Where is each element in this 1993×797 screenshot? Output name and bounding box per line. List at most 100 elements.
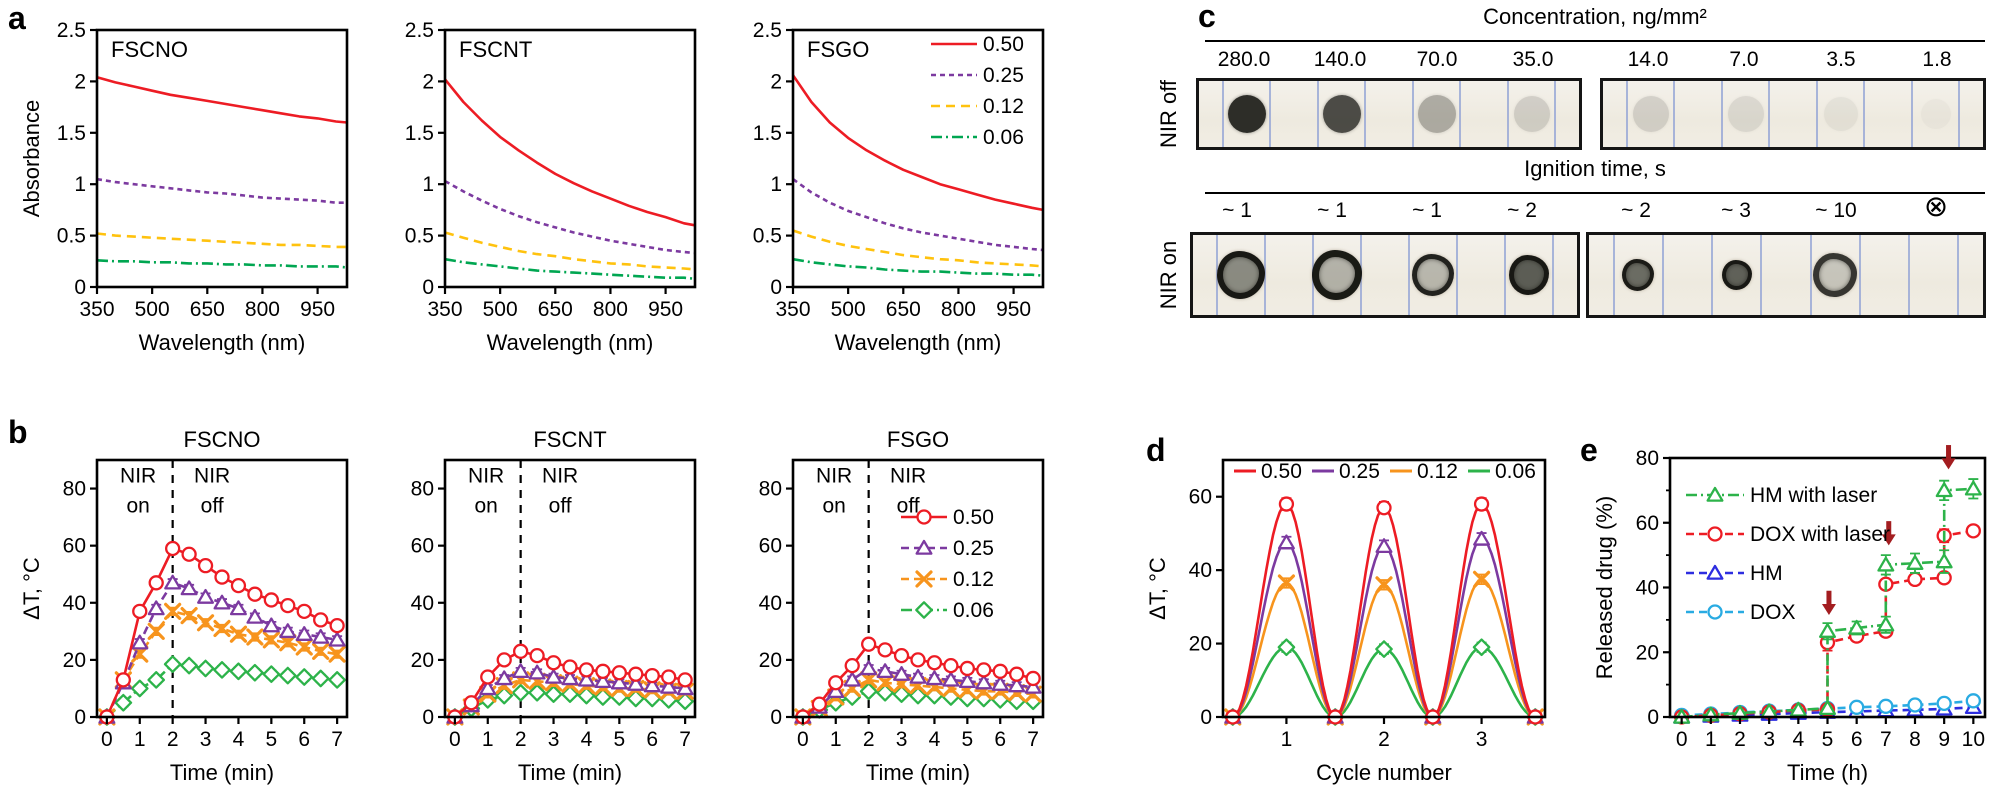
chart-a3: 350 500 650 800 950 0 0.5 1 1.5 2 2.5 Wavelength (n… (753, 19, 1045, 355)
ruled-line (1673, 81, 1676, 147)
svg-text:ΔT, °C: ΔT, °C (19, 557, 44, 620)
svg-text:80: 80 (759, 478, 782, 501)
svg-text:60: 60 (1636, 512, 1659, 535)
svg-text:6: 6 (1851, 728, 1863, 751)
burned-spot (1622, 259, 1655, 291)
svg-text:Wavelength (nm): Wavelength (nm) (487, 330, 654, 355)
svg-text:800: 800 (245, 298, 280, 321)
svg-text:FSGO: FSGO (807, 37, 869, 62)
sample-spot (1227, 95, 1266, 133)
svg-text:0: 0 (1676, 728, 1688, 751)
svg-text:5: 5 (961, 728, 973, 751)
ruled-line (1908, 235, 1911, 315)
svg-text:0: 0 (1647, 706, 1659, 729)
svg-text:0: 0 (1200, 706, 1212, 729)
ruled-line (1264, 235, 1266, 315)
ruled-line (1858, 235, 1861, 315)
svg-text:2: 2 (167, 728, 179, 751)
svg-text:2: 2 (74, 70, 86, 93)
ignition-header: Ignition time, s (1524, 156, 1666, 181)
svg-text:0.06: 0.06 (983, 126, 1024, 149)
svg-text:on: on (822, 495, 845, 518)
svg-text:8: 8 (1909, 728, 1921, 751)
svg-text:350: 350 (427, 298, 462, 321)
svg-text:0.06: 0.06 (1495, 460, 1536, 483)
svg-text:0: 0 (74, 276, 86, 299)
svg-text:5: 5 (1822, 728, 1834, 751)
svg-text:5: 5 (613, 728, 625, 751)
svg-text:0: 0 (770, 276, 782, 299)
no-ignition-icon: ⊗ (1923, 191, 1949, 223)
panel-c: c Concentration, ng/mm² 280.0 140.0 70.0… (1150, 0, 1993, 330)
svg-text:650: 650 (190, 298, 225, 321)
svg-text:0: 0 (449, 728, 461, 751)
burned-spot (1813, 253, 1858, 297)
svg-text:NIR: NIR (194, 465, 230, 488)
svg-text:7: 7 (331, 728, 343, 751)
svg-text:20: 20 (411, 649, 434, 672)
sample-spot (1322, 95, 1361, 133)
sample-spot (1417, 95, 1456, 133)
sample-spot (1921, 99, 1951, 129)
chart-d: 1 2 3 0 20 40 60 Cycle number ΔT, °C (1145, 458, 1547, 785)
ruled-line (1809, 235, 1812, 315)
nir-off-label: NIR off (1156, 79, 1181, 149)
ruled-line (1720, 81, 1723, 147)
svg-text:40: 40 (411, 592, 434, 615)
svg-text:1.5: 1.5 (57, 122, 86, 145)
svg-text:0.50: 0.50 (1261, 460, 1302, 483)
ruled-line (1612, 235, 1615, 315)
concentration-label: 3.5 (1826, 48, 1856, 71)
svg-text:1: 1 (74, 173, 86, 196)
ignition-time-label: ~ 2 (1507, 199, 1537, 222)
svg-text:0.25: 0.25 (953, 537, 994, 560)
svg-text:0.5: 0.5 (753, 225, 782, 248)
concentration-label: 7.0 (1729, 48, 1759, 71)
ruled-line (1957, 235, 1960, 315)
svg-text:0.25: 0.25 (983, 64, 1024, 87)
svg-text:6: 6 (298, 728, 310, 751)
svg-text:1: 1 (422, 173, 434, 196)
svg-text:5: 5 (265, 728, 277, 751)
svg-text:1.5: 1.5 (753, 122, 782, 145)
svg-text:2: 2 (863, 728, 875, 751)
ruled-line (1863, 81, 1866, 147)
svg-text:20: 20 (759, 649, 782, 672)
panel-label-b: b (8, 414, 28, 450)
svg-text:0.06: 0.06 (953, 599, 994, 622)
svg-text:2.5: 2.5 (753, 19, 782, 42)
svg-text:2.5: 2.5 (405, 19, 434, 42)
svg-text:0.5: 0.5 (405, 225, 434, 248)
panel-label-e: e (1580, 432, 1598, 468)
svg-text:800: 800 (593, 298, 628, 321)
svg-text:20: 20 (1636, 641, 1659, 664)
svg-text:60: 60 (63, 535, 86, 558)
ruled-line (1459, 81, 1462, 147)
svg-text:80: 80 (411, 478, 434, 501)
ruled-line (1625, 81, 1628, 147)
ruled-line (1316, 81, 1319, 147)
svg-text:1: 1 (770, 173, 782, 196)
svg-text:HM with laser: HM with laser (1750, 484, 1877, 507)
svg-text:2: 2 (1734, 728, 1746, 751)
svg-text:NIR: NIR (816, 465, 852, 488)
svg-text:Released drug (%): Released drug (%) (1592, 496, 1617, 679)
svg-text:0: 0 (101, 728, 113, 751)
ignition-underline (1205, 192, 1985, 194)
svg-text:Wavelength (nm): Wavelength (nm) (139, 330, 306, 355)
svg-text:350: 350 (775, 298, 810, 321)
svg-text:off: off (201, 495, 224, 518)
svg-text:6: 6 (646, 728, 658, 751)
ruled-line (1456, 235, 1458, 315)
ignition-time-label: ~ 1 (1222, 199, 1252, 222)
svg-text:60: 60 (759, 535, 782, 558)
svg-text:Time (min): Time (min) (518, 760, 622, 785)
ignition-time-label: ~ 10 (1815, 199, 1857, 222)
svg-text:Wavelength (nm): Wavelength (nm) (835, 330, 1002, 355)
panel-label-c: c (1198, 0, 1216, 34)
ignition-time-label: ~ 1 (1412, 199, 1442, 222)
svg-text:NIR: NIR (468, 465, 504, 488)
svg-text:40: 40 (63, 592, 86, 615)
svg-text:0: 0 (770, 706, 782, 729)
